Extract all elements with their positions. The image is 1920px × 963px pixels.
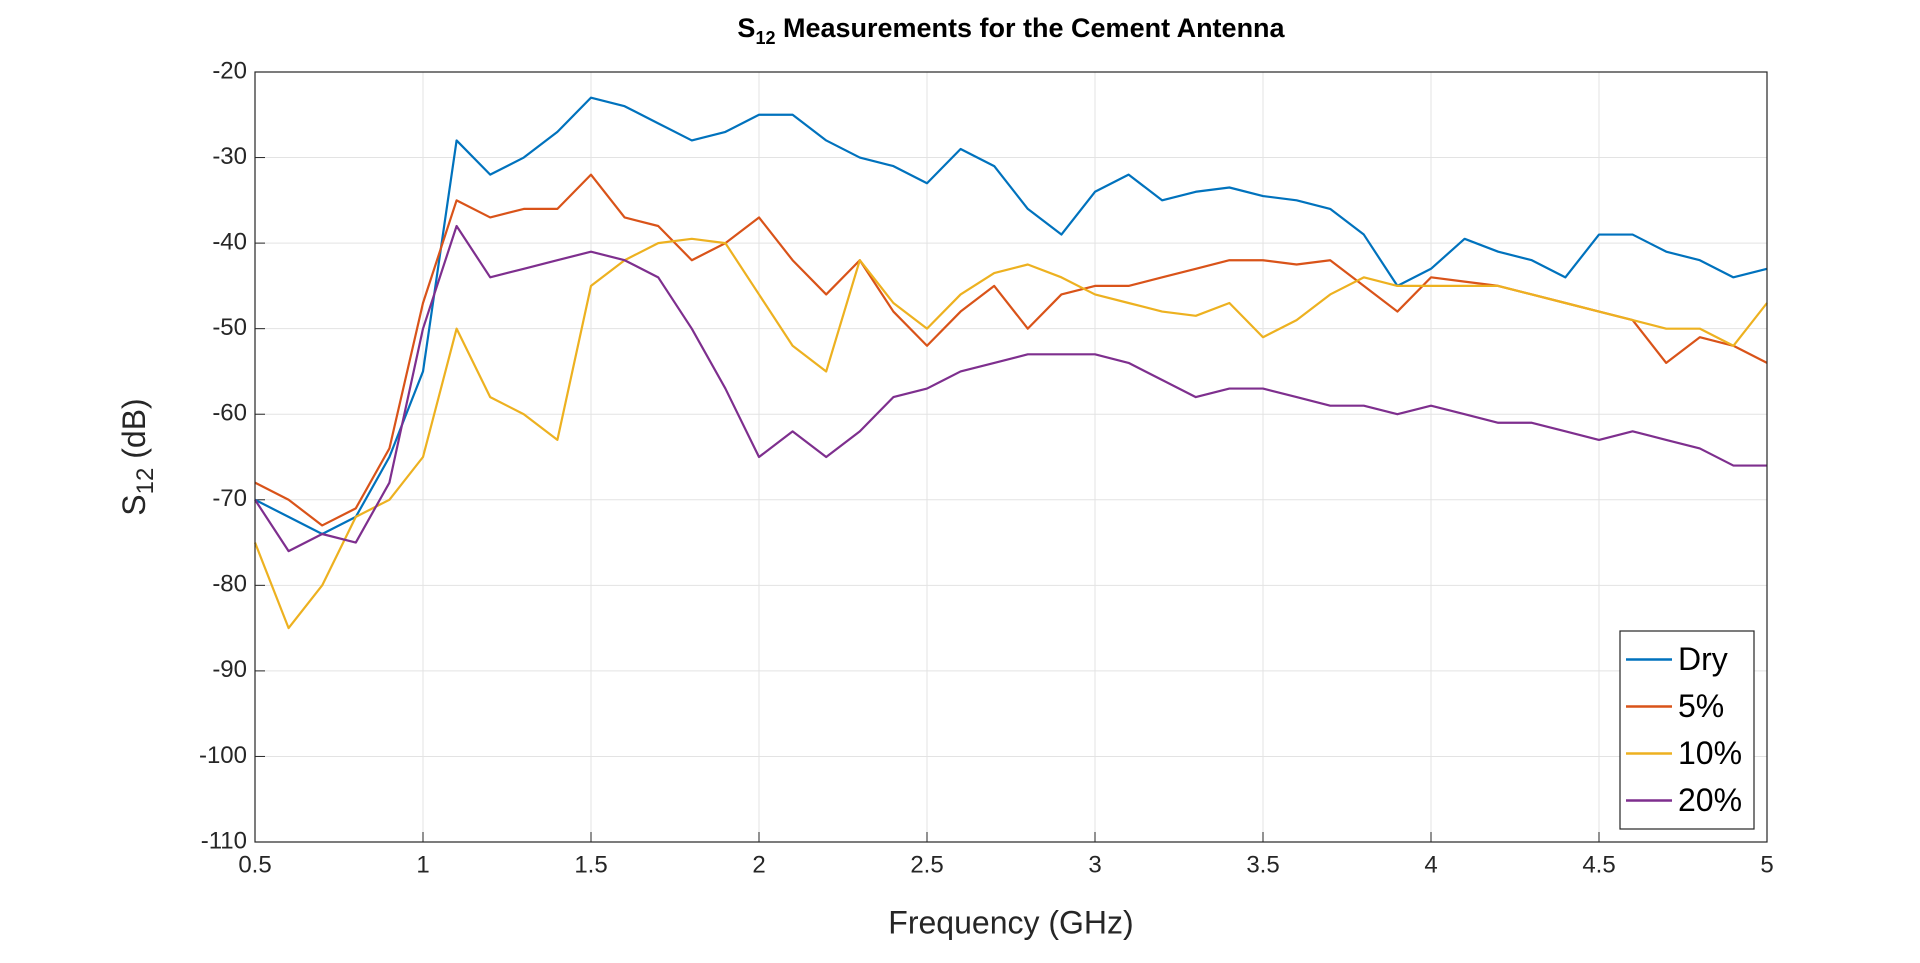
plot-frame — [254, 71, 1768, 843]
y-tick-label: -80 — [212, 571, 247, 598]
x-tick-label: 4 — [1424, 851, 1437, 878]
x-tick-label: 1 — [416, 851, 429, 878]
legend-label: 10% — [1678, 735, 1742, 771]
label-sub: 12 — [132, 468, 159, 495]
y-tick-label: -70 — [212, 485, 247, 512]
y-tick-label: -50 — [212, 314, 247, 341]
x-tick-label: 4.5 — [1582, 851, 1615, 878]
legend-label: 20% — [1678, 782, 1742, 818]
y-tick-label: -90 — [212, 656, 247, 683]
y-tick-label: -20 — [212, 57, 247, 84]
x-axis-label: Frequency (GHz) — [888, 904, 1133, 940]
series-line — [253, 237, 1768, 630]
plot-area: -110 -100 -90 -80 -70 -60 -50 -40 -30 -20 0.5 1 1.5 2… — [199, 57, 1774, 878]
legend-label: 5% — [1678, 688, 1724, 724]
y-tick-label: -30 — [212, 143, 247, 170]
x-tick-label: 3 — [1088, 851, 1101, 878]
chart-title: S12 Measurements for the Cement Antenna — [737, 13, 1285, 48]
title-part: Measurements for the Cement Antenna — [775, 13, 1285, 43]
y-tick-label: -40 — [212, 228, 247, 255]
x-tick-label: 5 — [1760, 851, 1773, 878]
y-tick-label: -110 — [201, 827, 247, 854]
legend-box — [1619, 630, 1755, 830]
x-tick-label: 1.5 — [574, 851, 607, 878]
label-part: (dB) — [116, 398, 152, 467]
x-tick-label: 0.5 — [238, 851, 271, 878]
x-tick-label: 2.5 — [910, 851, 943, 878]
label-part: S — [116, 494, 152, 515]
x-tick-label: 2 — [752, 851, 765, 878]
legend: Dry 5% 10% 20% — [1619, 630, 1755, 830]
x-tick-label: 3.5 — [1246, 851, 1279, 878]
legend-label: Dry — [1678, 641, 1728, 677]
series-line — [254, 224, 1767, 553]
title-part: S — [737, 13, 755, 43]
y-tick-label: -100 — [199, 742, 247, 769]
series-line — [254, 96, 1768, 536]
title-sub: 12 — [755, 28, 775, 48]
y-axis-label: S12 (dB) — [116, 398, 159, 515]
y-tick-label: -60 — [212, 400, 247, 427]
